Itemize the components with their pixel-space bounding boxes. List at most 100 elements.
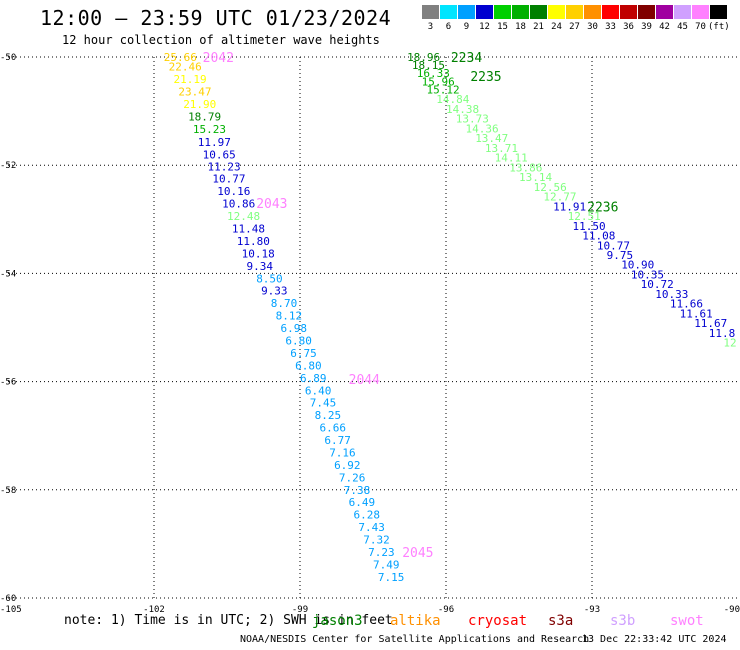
page-title: 12:00 – 23:59 UTC 01/23/2024 [40, 6, 392, 30]
swh-value-label: 12.56 [534, 181, 567, 194]
swh-value-label: 6.40 [305, 384, 332, 397]
swh-value-label: 12.77 [543, 191, 576, 204]
swh-value-label: 13.47 [475, 132, 508, 145]
swh-value-label: 10.65 [203, 148, 236, 161]
legend-unit: (ft) [708, 22, 730, 32]
legend-swatch [476, 5, 493, 19]
mission-label: cryosat [468, 613, 528, 629]
swh-value-label: 22.46 [169, 61, 202, 74]
y-tick-label: -60 [0, 594, 16, 604]
swh-value-label: 18.15 [412, 59, 445, 72]
swh-value-label: 10.77 [212, 173, 245, 186]
legend-label: 9 [463, 22, 470, 32]
swh-value-label: 15.96 [422, 75, 455, 88]
swh-value-label: 11.66 [670, 298, 703, 311]
legend-label: 21 [533, 22, 544, 32]
swh-value-label: 8.12 [276, 310, 303, 323]
swh-value-label: 23.47 [178, 86, 211, 99]
legend-label: 15 [497, 22, 508, 32]
generated-timestamp: 13 Dec 22:33:42 UTC 2024 [582, 634, 727, 645]
x-tick-label: -105 [0, 605, 22, 615]
mission-label: altika [390, 613, 441, 629]
swh-value-label: 14.84 [436, 93, 469, 106]
y-tick-label: -56 [0, 378, 16, 388]
mission-label: s3b [610, 613, 636, 629]
swh-value-label: 7.15 [378, 571, 405, 584]
swh-value-label: 7.16 [329, 446, 356, 459]
legend-label: 18 [515, 22, 526, 32]
swh-value-label: 13.73 [456, 113, 489, 126]
swh-value-label: 6.77 [324, 434, 351, 447]
legend-swatch [440, 5, 457, 19]
swh-value-label: 25.66 [164, 51, 197, 64]
swh-value-label: 12.48 [227, 210, 260, 223]
x-tick-label: -102 [143, 605, 165, 615]
legend-swatch [422, 5, 439, 19]
swh-value-label: 10.35 [631, 268, 664, 281]
legend-swatch [584, 5, 601, 19]
time-label: 2042 [203, 51, 234, 66]
swh-value-label: 6.28 [354, 509, 381, 522]
mission-label: swot [670, 613, 704, 629]
swh-value-label: 10.72 [641, 278, 674, 291]
swh-value-label: 14.38 [446, 103, 479, 116]
swh-value-label: 11.08 [582, 230, 615, 243]
swh-value-label: 11.67 [694, 317, 727, 330]
legend-swatch [602, 5, 619, 19]
legend-swatch [566, 5, 583, 19]
legend-label: 24 [551, 22, 562, 32]
swh-value-label: 13.14 [519, 171, 552, 184]
y-tick-label: -50 [0, 53, 16, 63]
swh-value-label: 6.80 [285, 334, 312, 347]
legend-swatch [620, 5, 637, 19]
legend-swatch [638, 5, 655, 19]
time-label: 2044 [349, 373, 380, 388]
swh-value-label: 16.33 [417, 67, 450, 80]
legend-swatch [692, 5, 709, 19]
swh-value-label: 7.23 [368, 546, 395, 559]
swh-value-label: 6.49 [349, 496, 376, 509]
swh-value-label: 10.18 [242, 247, 275, 260]
swh-value-label: 11.97 [198, 136, 231, 149]
page-subtitle: 12 hour collection of altimeter wave hei… [62, 33, 380, 47]
swh-value-label: 13.86 [509, 161, 542, 174]
x-tick-label: -90 [724, 605, 740, 615]
swh-value-label: 11.50 [573, 220, 606, 233]
legend-label: 70 [695, 22, 706, 32]
legend-label: 42 [659, 22, 670, 32]
time-label: 2045 [402, 546, 433, 561]
swh-value-label: 7.43 [358, 521, 385, 534]
x-tick-label: -99 [292, 605, 308, 615]
swh-value-label: 21.19 [173, 73, 206, 86]
swh-value-label: 21.90 [183, 98, 216, 111]
swh-value-label: 6.92 [334, 459, 361, 472]
mission-label: s3a [548, 613, 574, 629]
swh-value-label: 18.79 [188, 111, 221, 124]
legend-swatch [530, 5, 547, 19]
mission-legend: jason3 altika cryosat s3a s3b swot [0, 613, 740, 631]
mission-label: jason3 [312, 613, 363, 629]
swh-value-label: 9.33 [261, 285, 288, 298]
swh-value-label: 12.51 [568, 210, 601, 223]
swh-value-label: 11.23 [208, 160, 241, 173]
swh-value-label: 13.71 [485, 142, 518, 155]
x-tick-label: -96 [438, 605, 454, 615]
legend-swatch [512, 5, 529, 19]
swh-value-label: 11.80 [237, 235, 270, 248]
legend-swatch [674, 5, 691, 19]
swh-value-label: 6.75 [290, 347, 317, 360]
legend-label: 33 [605, 22, 616, 32]
time-label: 2236 [587, 200, 618, 215]
swh-value-label: 6.98 [281, 322, 308, 335]
legend-swatch [710, 5, 727, 19]
swh-value-label: 15.23 [193, 123, 226, 136]
swh-value-label: 15.12 [427, 83, 460, 96]
swh-value-label: 18.96 [407, 51, 440, 64]
swh-value-label: 9.75 [607, 249, 634, 262]
footer-note: note: 1) Time is in UTC; 2) SWH is in fe… [64, 613, 393, 628]
swh-value-label: 6.80 [295, 359, 322, 372]
y-tick-label: -58 [0, 486, 16, 496]
credit-text: NOAA/NESDIS Center for Satellite Applica… [240, 634, 590, 645]
swh-value-label: 10.86 [222, 198, 255, 211]
swh-value-label: 10.90 [621, 259, 654, 272]
